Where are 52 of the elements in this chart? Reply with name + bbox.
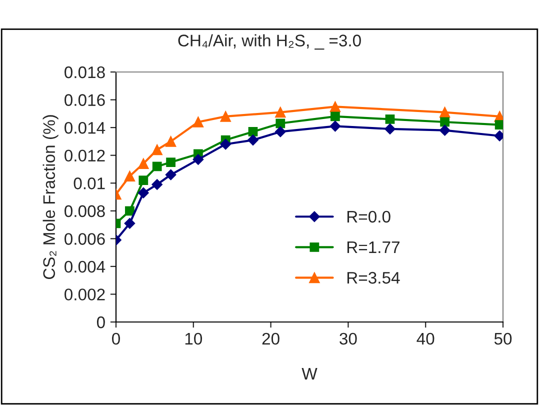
point: [165, 169, 176, 180]
x-tick-label: 50: [494, 332, 512, 345]
point: [330, 120, 341, 132]
point: [192, 154, 204, 165]
chart-title: CH₄/Air, with H₂S, _ =3.0: [178, 34, 361, 50]
x-tick-label: 10: [185, 332, 202, 345]
y-tick-label: 0.01: [74, 178, 105, 190]
point: [440, 117, 450, 127]
point: [274, 126, 286, 138]
point: [330, 112, 340, 122]
point: [152, 179, 163, 190]
point: [152, 162, 162, 172]
point: [138, 158, 149, 170]
point: [192, 116, 204, 128]
point: [439, 124, 450, 136]
point: [220, 111, 231, 122]
y-tick-label: 0.014: [64, 122, 106, 134]
point: [166, 158, 176, 167]
legend-label: R=0.0: [347, 210, 390, 223]
point: [138, 187, 149, 198]
point: [330, 101, 341, 112]
point: [220, 138, 232, 150]
y-tick-label: 0.004: [64, 260, 106, 273]
y-axis-title: CS₂ Mole Fraction (%): [42, 115, 58, 280]
y-tick-label: 0.016: [64, 94, 105, 106]
y-tick-label: 0.002: [64, 288, 105, 300]
y-tick-label: 0.008: [64, 205, 105, 218]
point: [276, 118, 286, 128]
x-tick-label: 30: [340, 332, 357, 345]
point: [494, 120, 503, 130]
x-tick-label: 0: [112, 332, 120, 345]
point: [275, 106, 286, 118]
point: [385, 114, 395, 124]
point: [439, 106, 450, 118]
point: [152, 144, 162, 156]
x-tick-label: 20: [262, 332, 280, 345]
point: [124, 218, 136, 229]
point: [125, 206, 134, 216]
point: [384, 124, 396, 134]
point: [165, 136, 176, 147]
y-tick-label: 0.012: [64, 150, 105, 162]
legend-label: R=3.54: [347, 272, 400, 284]
point: [248, 134, 258, 146]
x-tick-label: 40: [416, 332, 434, 345]
point: [124, 170, 136, 182]
point: [138, 176, 148, 186]
y-tick-label: 0.018: [64, 66, 105, 78]
point: [248, 127, 258, 136]
legend-label: R=1.77: [347, 242, 400, 254]
y-tick-label: 0: [96, 316, 105, 328]
x-axis-title: W: [302, 368, 318, 380]
y-tick-label: 0.006: [64, 233, 105, 245]
